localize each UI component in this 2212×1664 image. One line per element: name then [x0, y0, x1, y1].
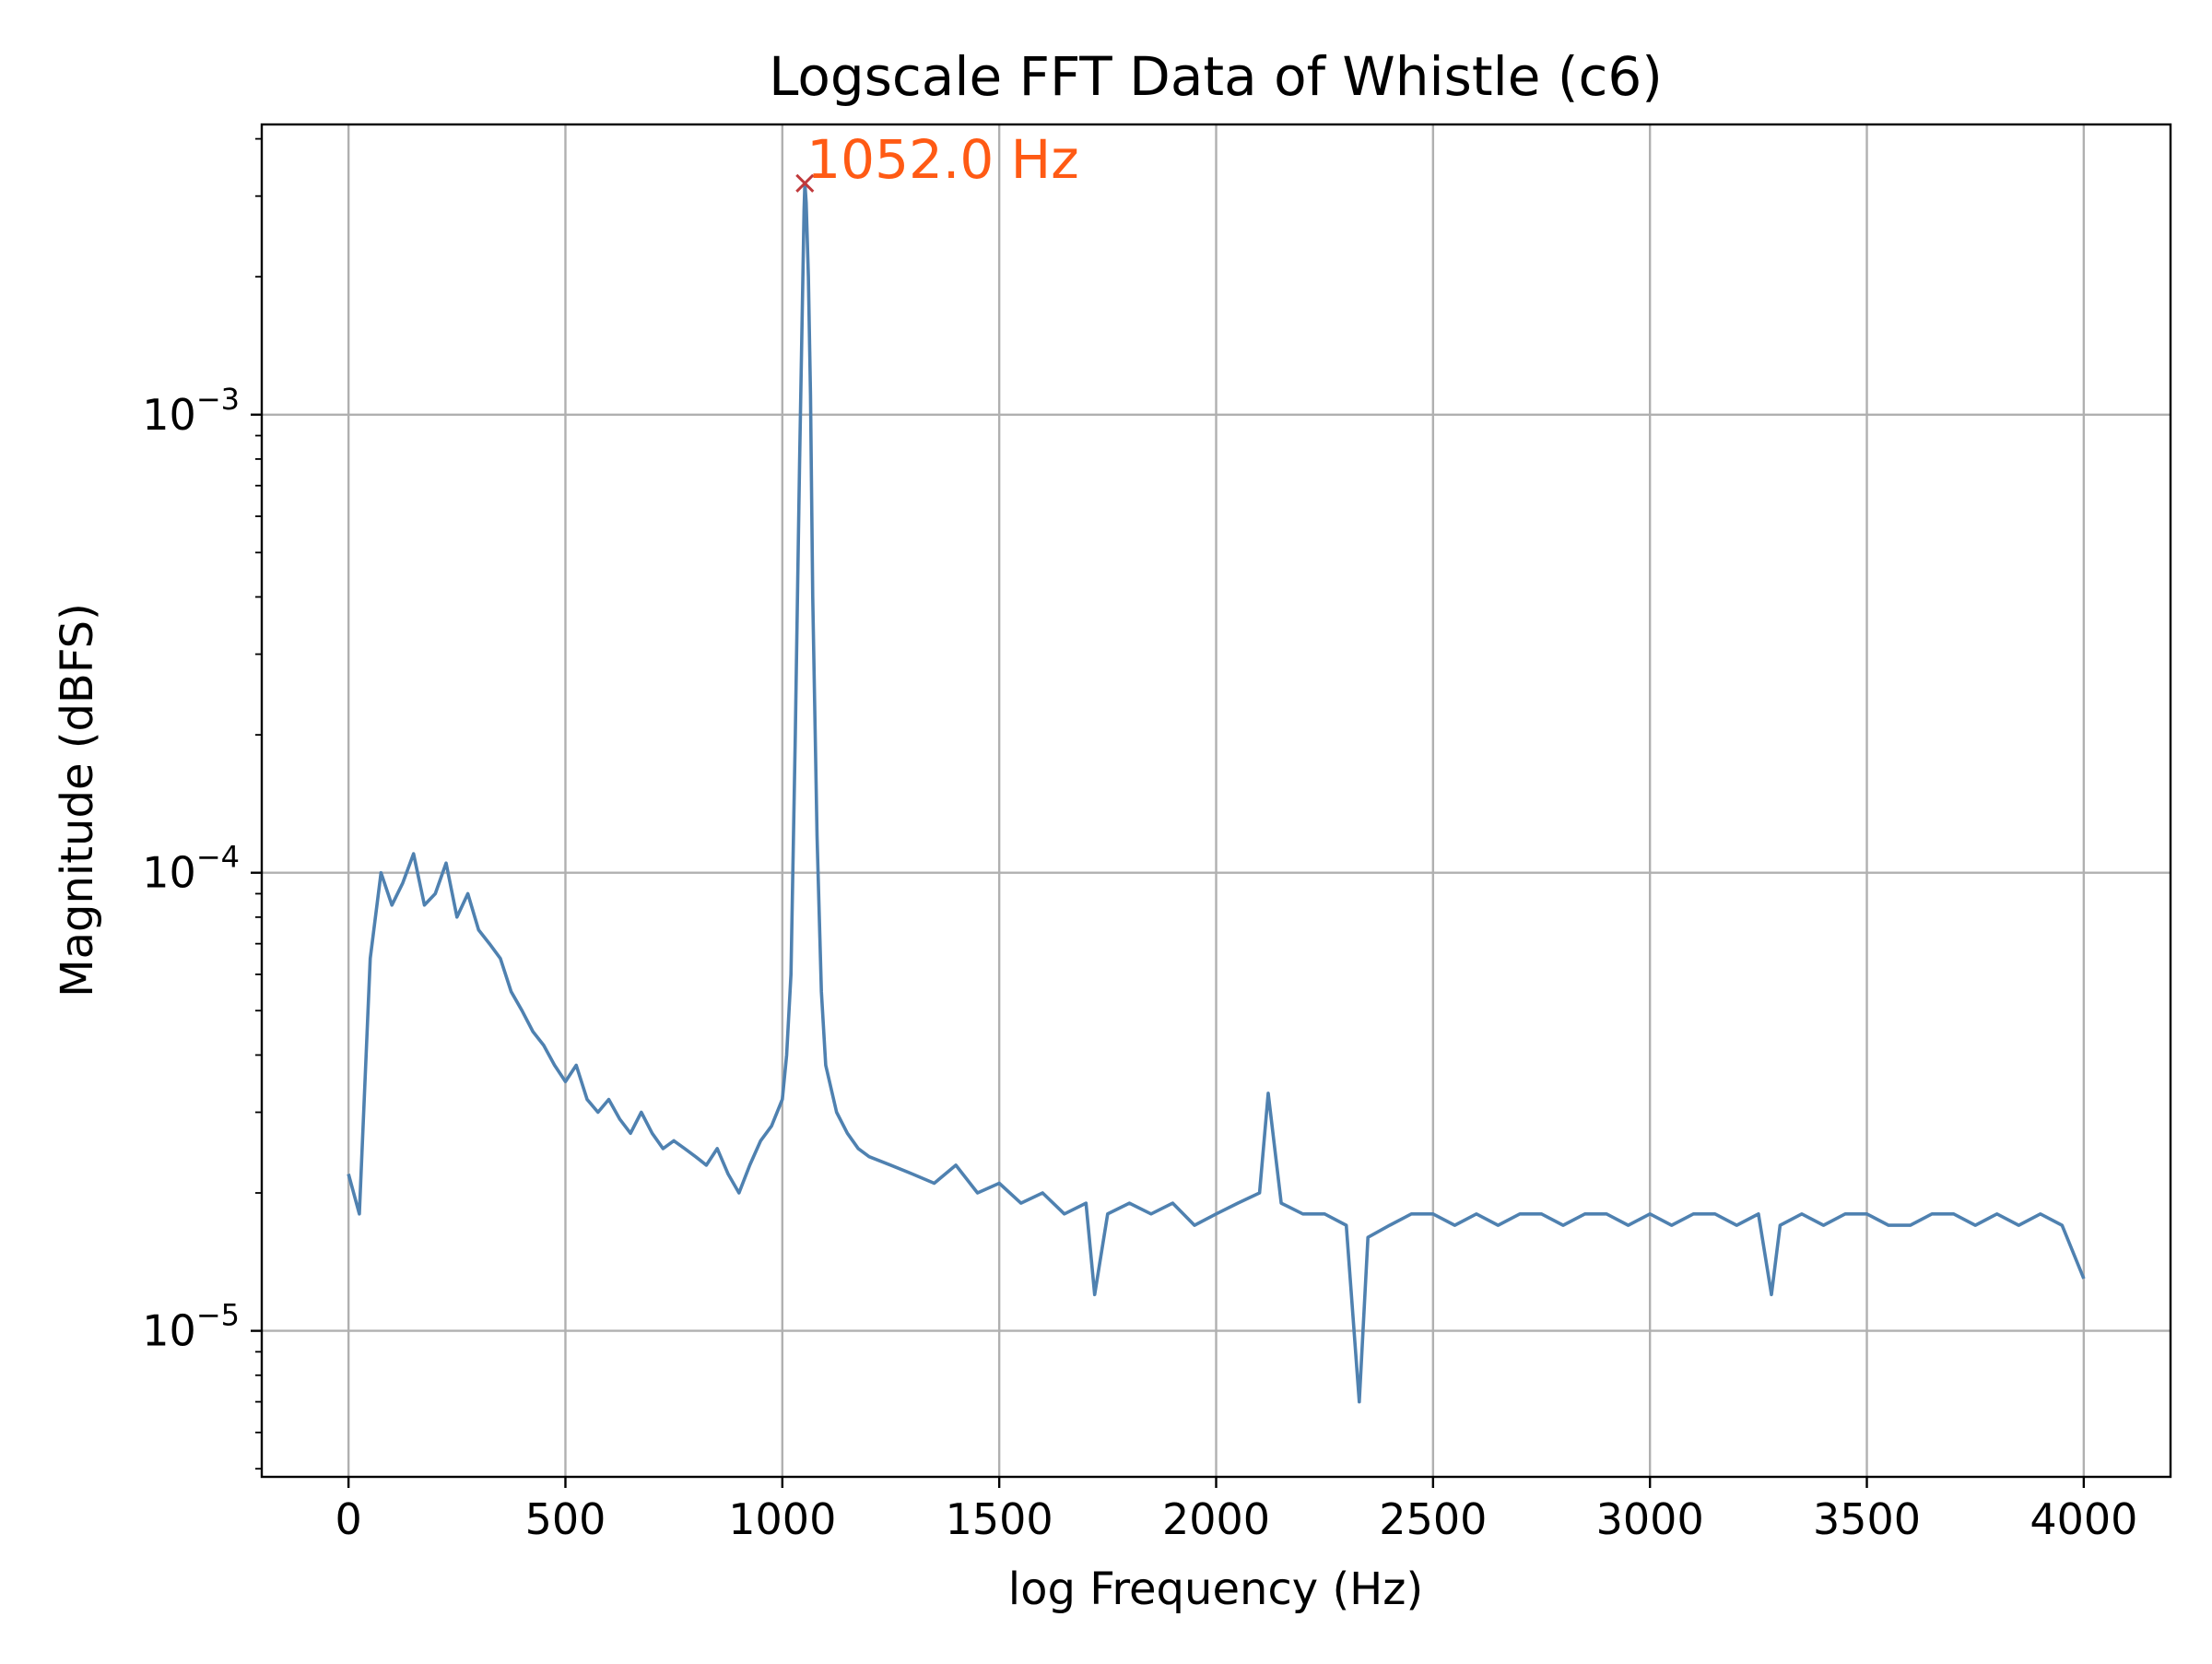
peak-label: 1052.0 Hz — [806, 128, 1078, 191]
y-tick-label: 10−4 — [142, 840, 240, 898]
x-tick-label: 2000 — [1162, 1494, 1270, 1544]
y-axis: 10−5 10−4 10−3 — [142, 137, 262, 1470]
x-tick-label: 4000 — [2030, 1494, 2137, 1544]
x-tick-label: 1000 — [728, 1494, 836, 1544]
series-layer — [347, 182, 2086, 1404]
chart-title: Logscale FFT Data of Whistle (c6) — [769, 45, 1663, 108]
x-tick-label: 3500 — [1813, 1494, 1921, 1544]
x-tick-label: 2500 — [1379, 1494, 1487, 1544]
peak-marker — [795, 173, 815, 193]
y-tick-label: 10−3 — [142, 382, 240, 440]
x-tick-label: 1500 — [946, 1494, 1053, 1544]
peak-layer: 1052.0 Hz — [795, 128, 1079, 193]
grid-layer — [262, 124, 2171, 1477]
series-line — [347, 182, 2086, 1404]
x-tick-label: 500 — [525, 1494, 606, 1544]
x-axis-title: log Frequency (Hz) — [1008, 1564, 1423, 1615]
x-tick-label: 0 — [335, 1494, 361, 1544]
x-tick-label: 3000 — [1596, 1494, 1704, 1544]
y-axis-title: Magnitude (dBFS) — [52, 603, 103, 997]
y-tick-label: 10−5 — [142, 1298, 240, 1356]
x-axis: 0 500 1000 1500 2000 2500 3000 3500 4000 — [335, 1477, 2137, 1544]
